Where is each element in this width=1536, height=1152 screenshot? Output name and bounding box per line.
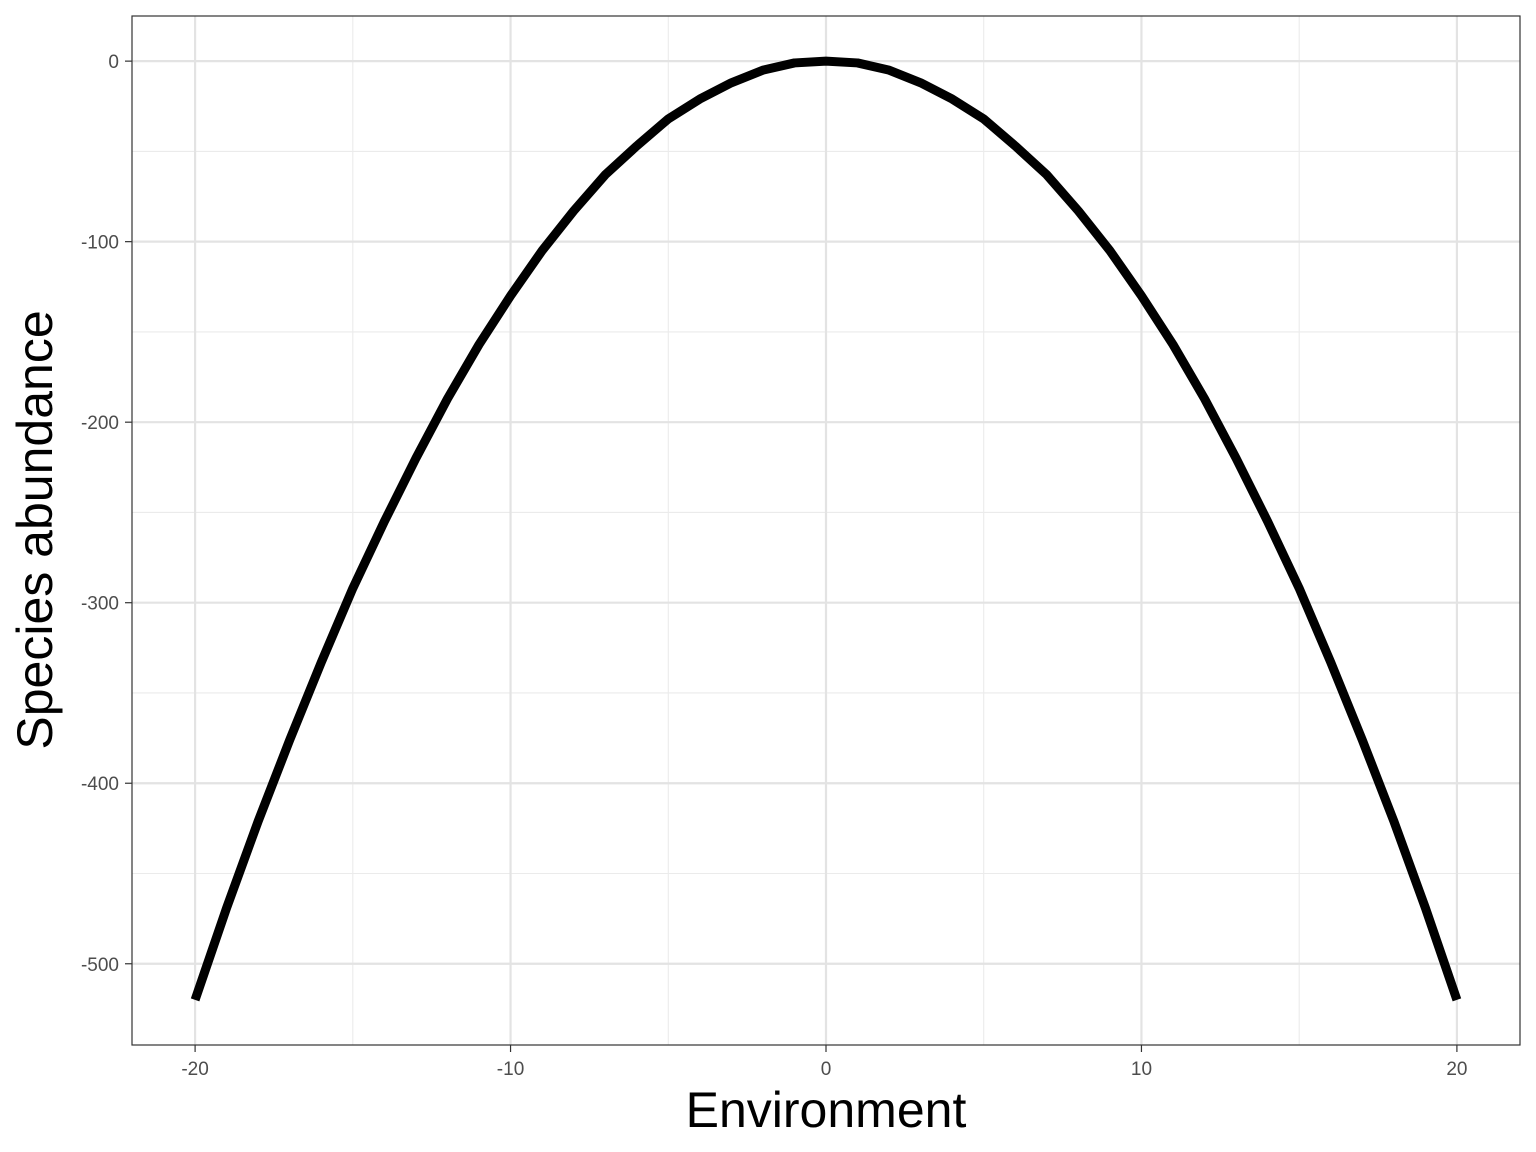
x-axis-title: Environment — [686, 1082, 967, 1138]
y-tick-label: -500 — [81, 955, 119, 976]
series-line — [190, 56, 1462, 1002]
x-tick-label: -20 — [181, 1059, 208, 1080]
x-tick-label: -10 — [497, 1059, 524, 1080]
y-tick-label: -400 — [81, 774, 119, 795]
y-tick-label: -300 — [81, 594, 119, 615]
y-tick-label: 0 — [108, 52, 119, 73]
x-tick-label: 0 — [821, 1059, 832, 1080]
y-tick-label: -100 — [81, 233, 119, 254]
x-axis: -20 -10 0 10 20 — [181, 1045, 1467, 1080]
y-axis: 0 -100 -200 -300 -400 -500 — [81, 52, 132, 976]
x-tick-label: 20 — [1446, 1059, 1467, 1080]
x-tick-label: 10 — [1131, 1059, 1152, 1080]
series-layer — [190, 56, 1462, 1002]
y-axis-title: Species abundance — [7, 310, 63, 749]
y-tick-label: -200 — [81, 413, 119, 434]
